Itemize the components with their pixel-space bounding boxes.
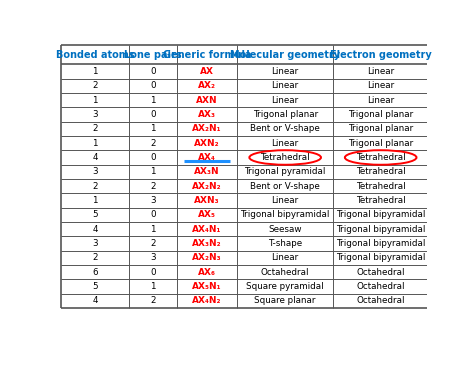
Text: 1: 1 [150,96,155,105]
Text: Bent or V-shape: Bent or V-shape [250,124,320,133]
Text: 4: 4 [92,224,98,234]
Text: 1: 1 [150,282,155,291]
Text: Octahedral: Octahedral [356,282,405,291]
Text: AX₂: AX₂ [198,81,216,90]
Text: 6: 6 [92,268,98,277]
Text: 4: 4 [92,153,98,162]
Text: 1: 1 [92,196,98,205]
Text: 2: 2 [150,239,155,248]
Text: Linear: Linear [272,67,299,76]
Text: Square planar: Square planar [255,296,316,305]
Text: Electron geometry: Electron geometry [330,50,431,60]
Text: AX₅N₁: AX₅N₁ [192,282,222,291]
Text: Trigonal bipyramidal: Trigonal bipyramidal [336,224,425,234]
Text: 4: 4 [92,296,98,305]
Text: Trigonal planar: Trigonal planar [253,110,318,119]
Text: AX₄N₂: AX₄N₂ [192,296,222,305]
Text: Trigonal planar: Trigonal planar [348,110,413,119]
Text: 1: 1 [92,67,98,76]
Text: 2: 2 [92,253,98,262]
Text: Tetrahedral: Tetrahedral [356,167,405,176]
Text: 5: 5 [92,210,98,219]
Text: AX₄N₁: AX₄N₁ [192,224,222,234]
Text: Linear: Linear [272,96,299,105]
Text: 1: 1 [150,167,155,176]
Text: Trigonal bipyramidal: Trigonal bipyramidal [240,210,330,219]
Text: Generic formula: Generic formula [163,50,251,60]
Text: Bonded atoms: Bonded atoms [56,50,134,60]
Text: AX₅: AX₅ [198,210,216,219]
Text: AX₄: AX₄ [198,153,216,162]
Text: Linear: Linear [272,139,299,148]
Text: 1: 1 [92,96,98,105]
Text: 3: 3 [150,253,156,262]
Text: Square pyramidal: Square pyramidal [246,282,324,291]
Text: AX₆: AX₆ [198,268,216,277]
Text: Bent or V-shape: Bent or V-shape [250,182,320,191]
Text: AX₂N₁: AX₂N₁ [192,124,222,133]
Text: Tetrahedral: Tetrahedral [356,196,405,205]
Text: 1: 1 [92,139,98,148]
Text: AXN₂: AXN₂ [194,139,220,148]
Text: Trigonal pyramidal: Trigonal pyramidal [245,167,326,176]
Text: Linear: Linear [272,196,299,205]
Text: Lone pairs: Lone pairs [124,50,182,60]
Text: AX₃N₂: AX₃N₂ [192,239,222,248]
Text: 3: 3 [92,110,98,119]
Text: T-shape: T-shape [268,239,302,248]
Text: Linear: Linear [367,96,394,105]
Text: Octahedral: Octahedral [261,268,310,277]
Text: Octahedral: Octahedral [356,268,405,277]
Text: Trigonal bipyramidal: Trigonal bipyramidal [336,210,425,219]
Text: 0: 0 [150,110,156,119]
Text: AX₂N₂: AX₂N₂ [192,182,222,191]
Text: Trigonal bipyramidal: Trigonal bipyramidal [336,253,425,262]
Text: Trigonal bipyramidal: Trigonal bipyramidal [336,239,425,248]
Text: 0: 0 [150,81,156,90]
Text: 2: 2 [92,81,98,90]
Text: Octahedral: Octahedral [356,296,405,305]
Text: 2: 2 [150,139,155,148]
Text: 0: 0 [150,268,156,277]
Text: AXN₃: AXN₃ [194,196,220,205]
Text: AXN: AXN [196,96,218,105]
Text: Tetrahedral: Tetrahedral [356,153,405,162]
Text: Molecular geometry: Molecular geometry [230,50,340,60]
Text: Seesaw: Seesaw [268,224,302,234]
Text: Tetrahedral: Tetrahedral [356,182,405,191]
Text: AX: AX [200,67,214,76]
Text: AX₃N: AX₃N [194,167,220,176]
Text: 3: 3 [92,239,98,248]
Text: 1: 1 [150,124,155,133]
Text: Linear: Linear [367,67,394,76]
Text: 2: 2 [92,124,98,133]
Text: 1: 1 [150,224,155,234]
Text: Linear: Linear [272,253,299,262]
Text: AX₃: AX₃ [198,110,216,119]
Text: Trigonal planar: Trigonal planar [348,124,413,133]
Text: Linear: Linear [367,81,394,90]
Text: 2: 2 [150,296,155,305]
Text: Tetrahedral: Tetrahedral [260,153,310,162]
Text: 0: 0 [150,153,156,162]
Text: 3: 3 [150,196,156,205]
Text: 3: 3 [92,167,98,176]
Text: 2: 2 [150,182,155,191]
Text: Linear: Linear [272,81,299,90]
Text: 5: 5 [92,282,98,291]
Text: Trigonal planar: Trigonal planar [348,139,413,148]
Text: 0: 0 [150,67,156,76]
Text: 2: 2 [92,182,98,191]
Text: 0: 0 [150,210,156,219]
Text: AX₂N₃: AX₂N₃ [192,253,222,262]
